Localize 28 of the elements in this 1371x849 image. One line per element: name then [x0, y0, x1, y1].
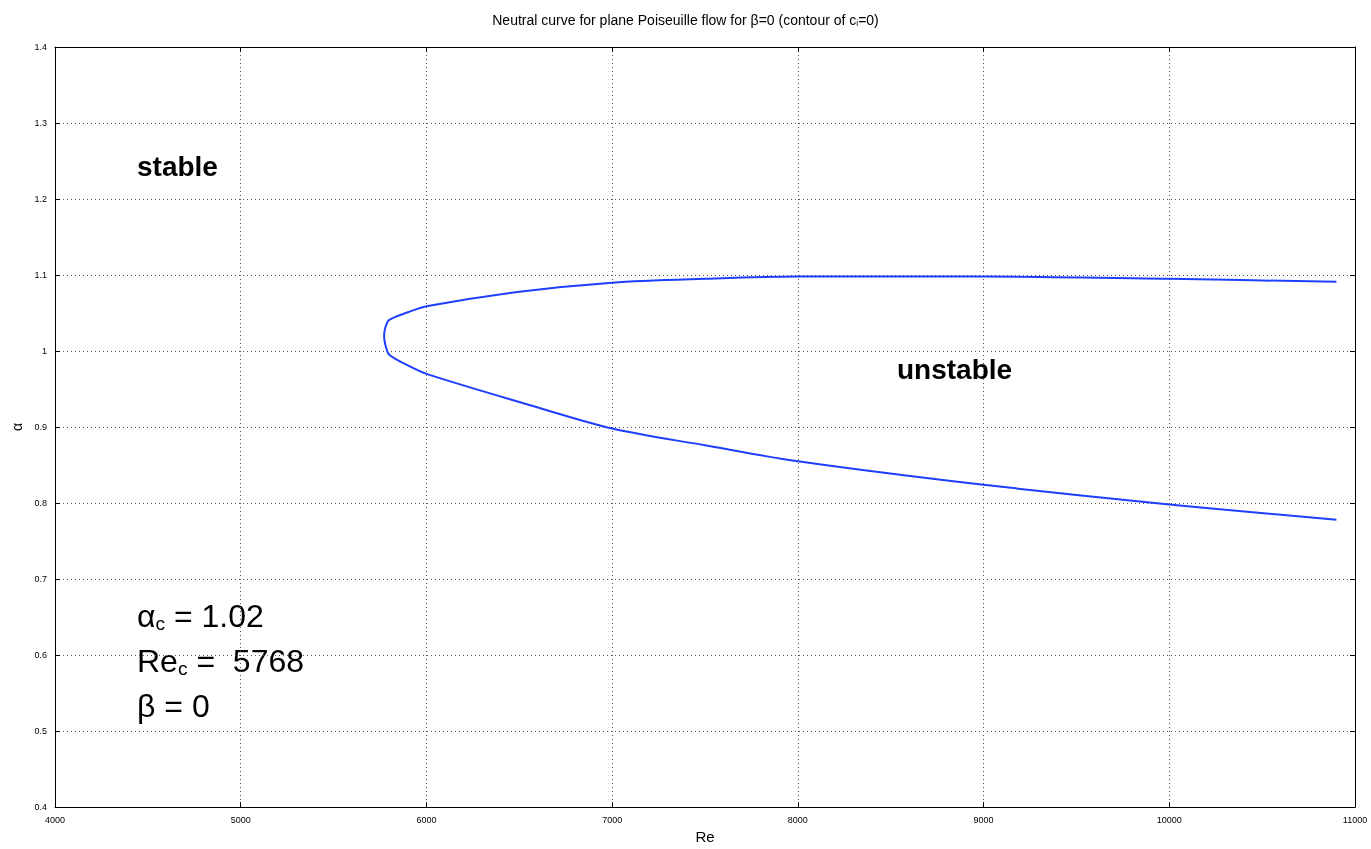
y-tick-label: 0.5	[34, 726, 47, 737]
x-tick-label: 11000	[1342, 814, 1368, 825]
y-tick-label: 0.7	[34, 574, 47, 585]
annotation: unstable	[897, 353, 1013, 385]
x-tick-label: 8000	[787, 814, 808, 825]
y-tick-label: 1.1	[34, 270, 47, 281]
y-tick-label: 0.4	[34, 802, 47, 813]
y-axis-title: α	[8, 423, 25, 432]
y-tick-label: 1	[41, 346, 47, 357]
line-series	[383, 275, 1338, 521]
y-tick-label: 1.2	[34, 194, 47, 205]
y-tick-label: 0.6	[34, 650, 47, 661]
annotation: Rec = 5768	[137, 643, 305, 679]
chart-title: Neutral curve for plane Poiseuille flow for β=0 (contour of ci=0)	[492, 12, 879, 29]
x-tick-label: 10000	[1156, 814, 1182, 825]
annotation: αc = 1.02	[137, 598, 264, 634]
x-tick-label: 5000	[230, 814, 251, 825]
y-tick-label: 0.9	[34, 422, 47, 433]
y-tick-label: 0.8	[34, 498, 47, 509]
annotation: β = 0	[137, 688, 210, 724]
x-tick-label: 7000	[602, 814, 623, 825]
y-tick-label: 1.3	[34, 118, 47, 129]
x-tick-label: 4000	[44, 814, 66, 825]
y-tick-label: 1.4	[34, 42, 47, 52]
x-tick-label: 6000	[416, 814, 437, 825]
annotation: stable	[137, 150, 218, 182]
x-tick-label: 9000	[973, 814, 994, 825]
x-axis-title: Re	[695, 828, 715, 845]
